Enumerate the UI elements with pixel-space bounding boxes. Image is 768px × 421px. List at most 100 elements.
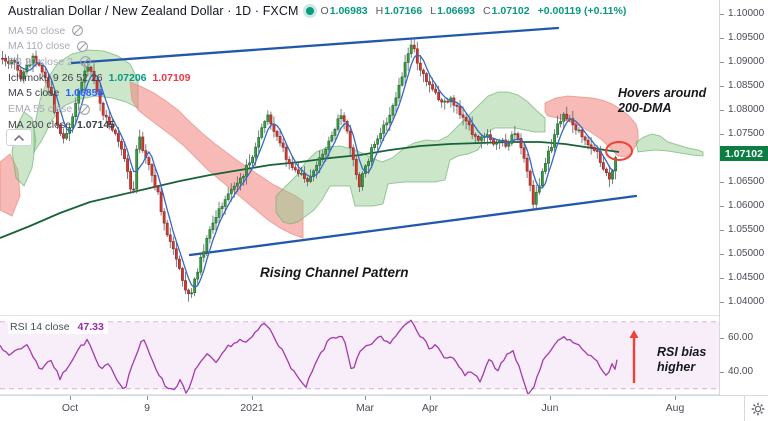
- indicator-row-ma-110[interactable]: MA 110 close: [8, 39, 89, 54]
- gear-icon: [751, 402, 765, 416]
- ichimoku-cloud-bear: [129, 81, 304, 239]
- price-axis-tick: [720, 277, 724, 279]
- current-price-badge: 1.07102: [720, 146, 768, 161]
- ohlc-item: L1.06693: [430, 5, 476, 17]
- time-axis[interactable]: Oct 9 2021 Mar Apr Jun Aug: [0, 395, 768, 421]
- annotation-hovers-200dma: Hovers around 200-DMA: [618, 86, 706, 116]
- rsi-value: 47.33: [77, 321, 104, 333]
- indicator-value: 1.07145: [77, 118, 116, 131]
- price-axis-tick: [720, 61, 724, 63]
- indicator-label: EMA 55 close: [8, 103, 73, 115]
- price-axis-label: 1.06500: [728, 176, 765, 187]
- time-axis-tick: [365, 396, 366, 400]
- eye-off-icon[interactable]: [78, 103, 91, 116]
- price-axis-tick: [720, 181, 724, 183]
- eye-off-icon[interactable]: [79, 55, 92, 68]
- eye-off-icon[interactable]: [71, 24, 84, 37]
- indicator-row-ema-55[interactable]: EMA 55 close: [8, 102, 91, 117]
- price-axis-tick: [720, 253, 724, 255]
- price-axis-tick: [720, 85, 724, 87]
- ohlc-item: C1.07102: [483, 5, 530, 17]
- time-axis-label: Jun: [541, 402, 559, 414]
- annotation-line: higher: [657, 360, 696, 374]
- price-axis-label: 1.04500: [728, 272, 765, 283]
- rsi-line[interactable]: [0, 319, 618, 396]
- price-axis-tick: [720, 133, 724, 135]
- ichimoku-cloud-bull: [635, 133, 704, 157]
- price-axis-label: 1.05000: [728, 248, 765, 259]
- price-axis-label: 1.09000: [728, 56, 765, 67]
- market-status-dot[interactable]: [305, 7, 314, 15]
- circle-annotation-200dma: [605, 141, 633, 161]
- indicator-label: MA 110 close: [8, 40, 71, 53]
- ohlc-item: O1.06983: [320, 5, 368, 17]
- price-axis-label: 1.04000: [728, 296, 765, 307]
- rsi-pane-header[interactable]: RSI 14 close 47.33: [8, 320, 108, 334]
- rsi-axis-tick: [720, 371, 724, 373]
- indicator-label: BB 20 close 2: [8, 55, 73, 68]
- rsi-band: [0, 321, 719, 389]
- indicator-row-ma-200[interactable]: MA 200 close 1.07145: [8, 117, 115, 132]
- indicator-row-ma-5[interactable]: MA 5 close 1.06858: [8, 86, 103, 101]
- time-axis-tick: [430, 396, 431, 400]
- time-axis-label: Mar: [355, 402, 375, 414]
- collapse-indicators-button[interactable]: [6, 129, 32, 146]
- price-axis-label: 1.06000: [728, 200, 765, 211]
- rsi-axis-label: 60.00: [728, 332, 754, 343]
- price-axis-tick: [720, 205, 724, 207]
- indicator-label: MA 50 close: [8, 24, 66, 37]
- annotation-rsi-bias: RSI bias higher: [657, 345, 706, 375]
- ichimoku-cloud-bull: [275, 91, 546, 225]
- arrow-head: [629, 330, 639, 338]
- rsi-axis-label: 40.00: [728, 366, 754, 377]
- time-axis-tick: [147, 396, 148, 400]
- time-axis-tick: [252, 396, 253, 400]
- axis-settings-gear-icon[interactable]: [750, 401, 766, 417]
- ohlc-item: H1.07166: [375, 5, 423, 17]
- chart-header: Australian Dollar / New Zealand Dollar ·…: [8, 4, 626, 18]
- symbol-title[interactable]: Australian Dollar / New Zealand Dollar ·…: [8, 4, 299, 18]
- channel-line-lower[interactable]: [188, 194, 638, 257]
- ma-200-line[interactable]: [0, 141, 620, 239]
- annotation-rising-channel: Rising Channel Pattern: [260, 265, 409, 280]
- annotation-line: 200-DMA: [618, 101, 672, 115]
- time-axis-tick: [550, 396, 551, 400]
- price-axis-label: 1.08000: [728, 104, 765, 115]
- indicator-row-bb-20[interactable]: BB 20 close 2: [8, 54, 92, 69]
- price-axis-label: 1.10000: [728, 8, 765, 19]
- change-value: +0.00119 (+0.11%): [537, 5, 627, 17]
- time-axis-label: 9: [144, 402, 150, 414]
- time-axis-tick: [675, 396, 676, 400]
- price-axis-label: 1.07500: [728, 128, 765, 139]
- price-axis-label: 1.08500: [728, 80, 765, 91]
- price-axis-tick: [720, 109, 724, 111]
- indicator-row-ichimoku[interactable]: Ichimoku 9 26 52 26 1.07206 1.07109: [8, 70, 191, 85]
- ohlc-readout: O1.06983 H1.07166 L1.06693 C1.07102 +0.00119…: [321, 5, 627, 17]
- time-axis-label: Aug: [665, 402, 685, 414]
- chevron-up-icon: [13, 134, 25, 141]
- indicator-row-ma-50[interactable]: MA 50 close: [8, 23, 84, 38]
- price-axis-label: 1.09500: [728, 32, 765, 43]
- rsi-axis-tick: [720, 337, 724, 339]
- indicator-value: 1.07109: [152, 71, 191, 84]
- time-axis-label: Apr: [421, 402, 439, 414]
- channel-line-upper[interactable]: [70, 26, 560, 65]
- time-axis-tick: [70, 396, 71, 400]
- annotation-line: Hovers around: [618, 86, 707, 100]
- price-axis-tick: [720, 13, 724, 15]
- time-axis-divider: [744, 396, 745, 421]
- time-axis-label: Oct: [61, 402, 79, 414]
- price-axis-tick: [720, 301, 724, 303]
- indicator-value: 1.06858: [65, 87, 104, 100]
- price-axis-tick: [720, 229, 724, 231]
- indicator-value: 1.07206: [108, 71, 147, 84]
- price-axis-tick: [720, 37, 724, 39]
- indicator-label: Ichimoku 9 26 52 26: [8, 71, 103, 84]
- ma-5-line[interactable]: [14, 53, 616, 288]
- candlesticks[interactable]: [1, 44, 617, 295]
- eye-off-icon[interactable]: [76, 40, 89, 53]
- time-axis-label: 2021: [240, 402, 264, 414]
- price-axis[interactable]: 1.07102 1.10000 1.09500 1.09000 1.08500 1.08…: [719, 0, 768, 395]
